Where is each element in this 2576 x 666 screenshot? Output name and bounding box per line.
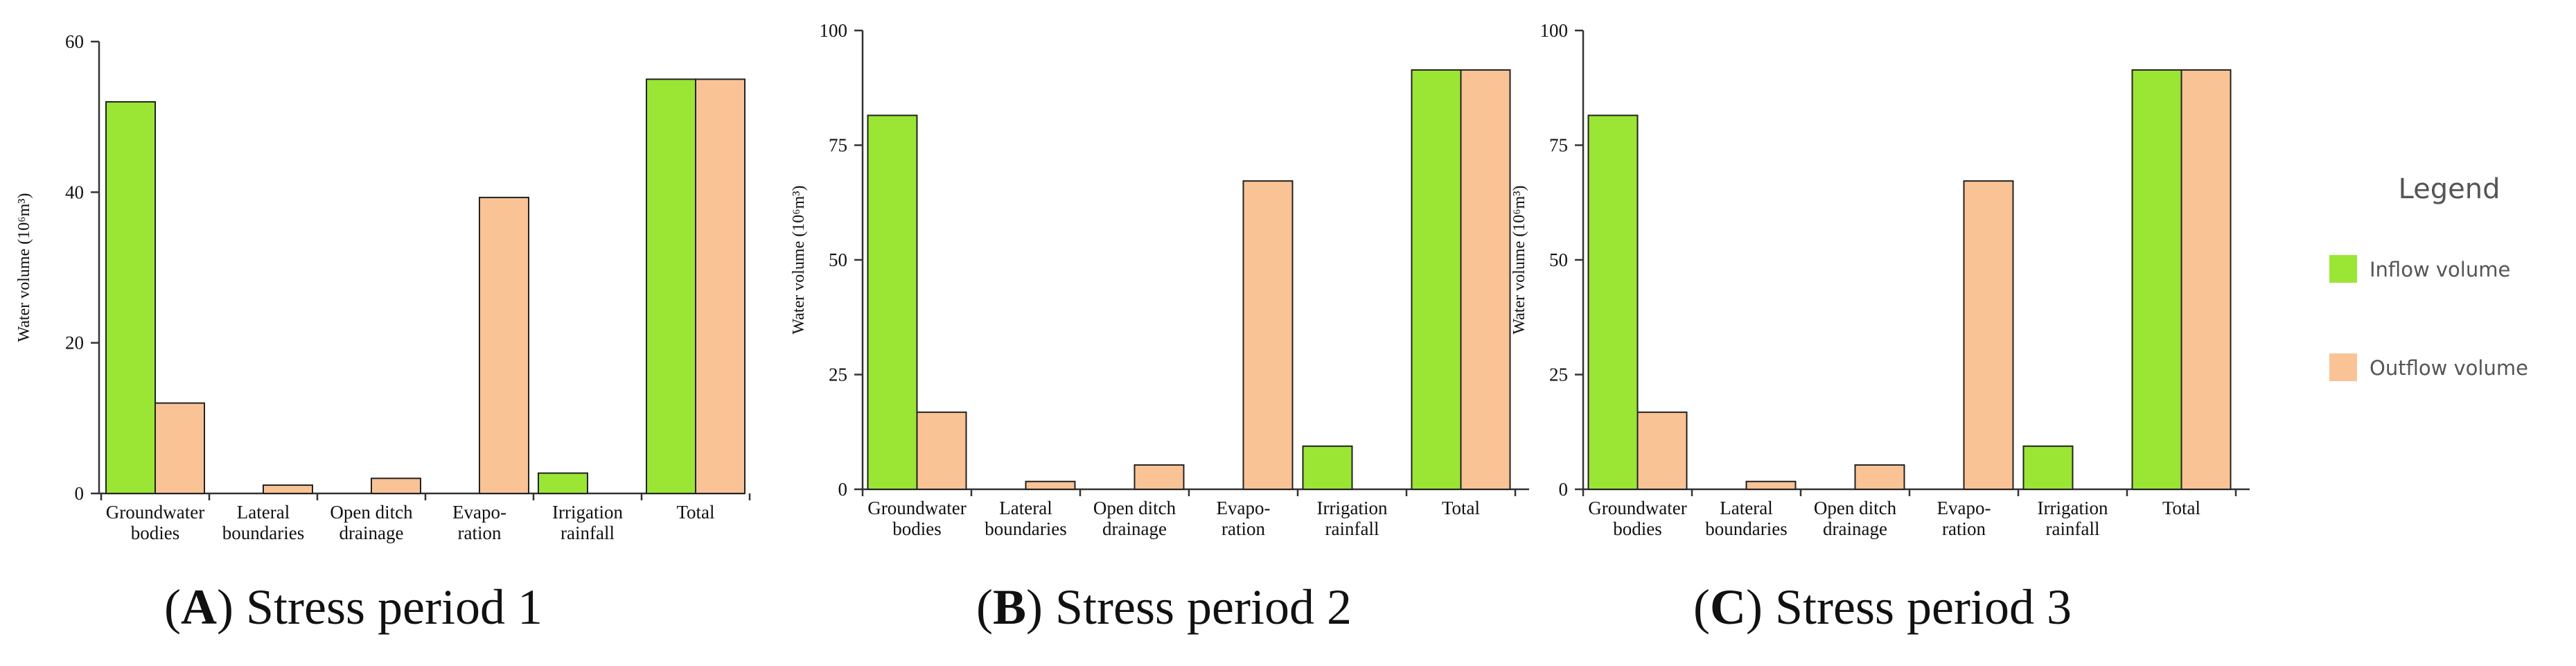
x-category-label: Groundwater (106, 502, 204, 523)
x-category-label: drainage (1823, 518, 1887, 539)
x-category-label: Open ditch (1814, 498, 1897, 518)
inflow-bar-1 (105, 100, 156, 494)
x-category-label: Open ditch (1093, 498, 1176, 518)
inflow-bar-1 (867, 114, 918, 491)
x-category-label: drainage (339, 523, 404, 543)
x-category-label: bodies (892, 518, 942, 539)
outflow-bar-2 (263, 484, 313, 495)
y-tick-label: 100 (1540, 20, 1569, 41)
inflow-bar-1 (1587, 114, 1639, 491)
chart-caption: (B) Stress period 2 (976, 579, 1352, 635)
y-tick-label: 20 (65, 333, 84, 353)
x-category-label: Irrigation (1317, 498, 1388, 518)
y-tick-label: 50 (1549, 249, 1568, 270)
inflow-bar-5 (2022, 445, 2074, 490)
y-tick-label: 60 (65, 31, 84, 52)
x-category-label: rainfall (1325, 518, 1379, 539)
outflow-bar-3 (1133, 464, 1185, 490)
x-category-label: Lateral (999, 498, 1052, 518)
y-tick-label: 100 (820, 20, 848, 41)
y-tick-label: 40 (65, 182, 84, 202)
chart-caption: (A) Stress period 1 (164, 579, 542, 635)
x-category-label: rainfall (2046, 518, 2100, 539)
x-category-label: Total (1442, 498, 1480, 518)
outflow-bar-1 (916, 411, 967, 490)
outflow-bar-4 (479, 196, 529, 494)
legend: Legend Inflow volume Outflow volume (2329, 173, 2528, 381)
x-category-label: Irrigation (552, 502, 623, 523)
legend-label-inflow: Inflow volume (2370, 258, 2510, 281)
x-category-label: Open ditch (330, 502, 413, 523)
y-tick-label: 50 (829, 249, 847, 270)
x-category-label: bodies (1613, 518, 1662, 539)
inflow-bar-6 (646, 78, 696, 495)
x-category-label: Evapo- (1937, 498, 1991, 518)
y-tick-label: 25 (829, 365, 847, 385)
outflow-bar-4 (1242, 180, 1294, 490)
inflow-bar-6 (2131, 69, 2182, 490)
x-category-label: drainage (1102, 518, 1167, 539)
y-axis-label: Water volume (10⁶m³) (1510, 186, 1528, 335)
outflow-bar-6 (695, 78, 746, 495)
chart-panel-b: 0 25 50 75 100 Water volume (10⁶m³) Groundwate… (790, 20, 1529, 635)
outflow-bar-6 (1460, 69, 1511, 490)
y-tick-label: 0 (75, 483, 85, 504)
x-category-label: Irrigation (2038, 498, 2108, 518)
y-tick-label: 0 (1559, 479, 1569, 500)
x-category-label: Groundwater (1588, 498, 1686, 518)
legend-swatch-inflow (2329, 255, 2357, 283)
legend-label-outflow: Outflow volume (2370, 356, 2528, 380)
chart-caption: (C) Stress period 3 (1693, 579, 2072, 635)
outflow-bar-6 (2180, 69, 2232, 490)
outflow-bar-1 (155, 402, 205, 494)
chart-panel-c: 0 25 50 75 100 Water volume (10⁶m³) Groundwate… (1510, 20, 2250, 635)
y-tick-label: 25 (1549, 365, 1568, 385)
y-tick-label: 0 (838, 479, 848, 500)
y-axis-label: Water volume (10⁶m³) (15, 193, 33, 342)
x-category-label: boundaries (222, 523, 304, 543)
x-category-label: Groundwater (867, 498, 966, 518)
outflow-bar-2 (1745, 480, 1797, 490)
legend-swatch-outflow (2329, 353, 2357, 381)
x-category-label: ration (1942, 518, 1986, 539)
legend-title: Legend (2399, 173, 2500, 205)
x-category-label: boundaries (985, 518, 1066, 539)
inflow-bar-5 (538, 472, 588, 494)
y-tick-label: 75 (1549, 135, 1568, 156)
x-category-label: Lateral (1720, 498, 1772, 518)
x-category-label: Total (676, 502, 714, 523)
y-tick-label: 75 (829, 135, 847, 156)
x-category-label: ration (1221, 518, 1265, 539)
x-category-label: Evapo- (452, 502, 506, 523)
x-category-label: boundaries (1705, 518, 1787, 539)
x-category-label: Total (2162, 498, 2200, 518)
x-category-label: Evapo- (1217, 498, 1271, 518)
outflow-bar-1 (1637, 411, 1688, 490)
x-category-label: rainfall (561, 523, 615, 543)
inflow-bar-6 (1411, 69, 1462, 490)
x-category-label: ration (458, 523, 502, 543)
y-axis-label: Water volume (10⁶m³) (790, 186, 808, 335)
outflow-bar-3 (371, 477, 421, 494)
outflow-bar-4 (1963, 180, 2014, 490)
inflow-bar-5 (1302, 445, 1353, 490)
x-category-label: bodies (131, 523, 180, 543)
x-category-label: Lateral (237, 502, 290, 523)
outflow-bar-2 (1025, 480, 1076, 490)
outflow-bar-3 (1854, 464, 1905, 490)
